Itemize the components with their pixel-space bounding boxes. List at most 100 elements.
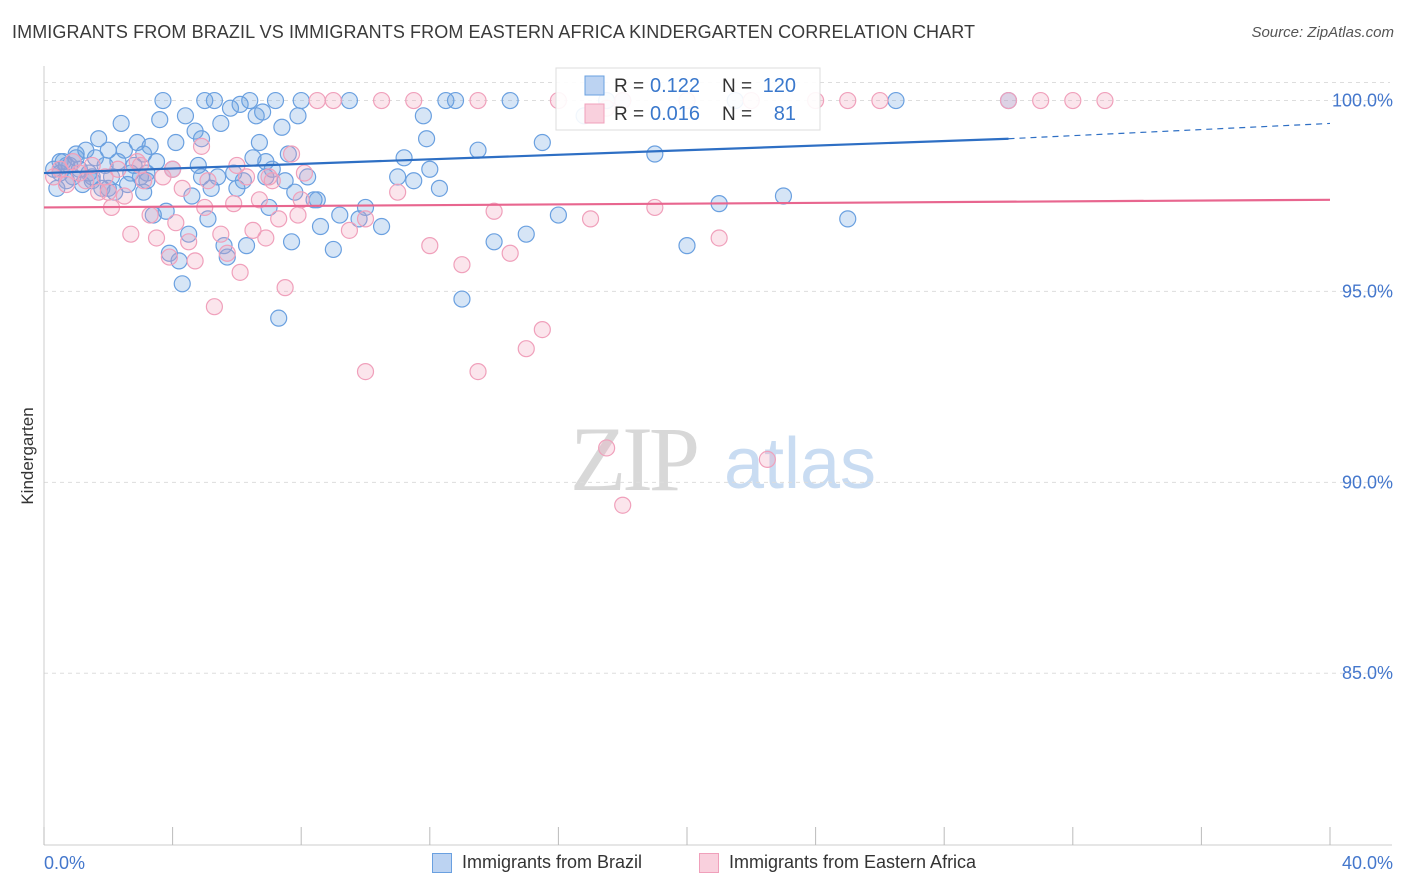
eastern-africa-point (115, 187, 133, 205)
brazil-point (887, 91, 905, 110)
eastern-africa-point (308, 91, 326, 110)
bottom-legend: Immigrants from Brazil Immigrants from E… (0, 852, 1406, 878)
stats-legend-swatch (584, 75, 605, 96)
eastern-africa-point (1096, 91, 1114, 110)
eastern-africa-point (186, 252, 204, 270)
brazil-point (453, 290, 471, 308)
brazil-point (176, 107, 195, 125)
eastern-africa-point (533, 321, 551, 339)
eastern-africa-point (646, 198, 664, 217)
eastern-africa-point (131, 156, 150, 175)
brazil-point (549, 206, 568, 224)
brazil-point (331, 206, 349, 224)
eastern-africa-point (598, 439, 616, 457)
stats-r-value: 0.016 (650, 103, 700, 125)
eastern-africa-point (135, 172, 153, 190)
eastern-africa-point (1064, 91, 1082, 110)
legend-item-brazil[interactable]: Immigrants from Brazil (432, 852, 642, 873)
eastern-africa-point (199, 172, 217, 190)
source-label: Source: ZipAtlas.com (1251, 24, 1394, 41)
eastern-africa-point (324, 91, 342, 110)
brazil-point (218, 248, 236, 266)
eastern-africa-point (517, 340, 535, 358)
brazil-point (254, 103, 272, 121)
brazil-point (395, 149, 413, 167)
eastern-africa-point (212, 225, 230, 243)
eastern-africa-point (871, 91, 889, 110)
eastern-africa-point (167, 214, 185, 232)
brazil-point (340, 91, 359, 110)
x-tick-label-max: 40.0% (1342, 853, 1393, 873)
stats-r-label: R = (614, 104, 644, 125)
eastern-africa-point (250, 191, 269, 209)
eastern-africa-point (356, 210, 375, 228)
brazil-point (141, 137, 159, 155)
eastern-africa-point (501, 244, 519, 262)
eastern-africa-point (469, 363, 487, 381)
brazil-point (250, 133, 269, 152)
brazil-point (273, 118, 291, 136)
brazil-point (678, 237, 696, 255)
legend-item-eastern-africa[interactable]: Immigrants from Eastern Africa (699, 852, 976, 873)
eastern-africa-point (225, 195, 243, 213)
y-tick-label: 90.0% (1342, 472, 1393, 492)
eastern-africa-point (122, 225, 140, 243)
eastern-africa-point (57, 175, 76, 194)
eastern-africa-point (389, 183, 407, 201)
legend-label-brazil: Immigrants from Brazil (462, 852, 643, 872)
brazil-point (196, 91, 214, 110)
brazil-point (292, 91, 310, 110)
brazil-point (154, 91, 172, 110)
eastern-africa-point (758, 450, 776, 469)
brazil-point (151, 111, 169, 129)
brazil-point (405, 172, 423, 190)
brazil-point (173, 275, 191, 293)
brazil-point (501, 91, 519, 110)
eastern-africa-point (237, 168, 256, 186)
eastern-africa-point (218, 244, 236, 262)
brazil-point (90, 130, 108, 148)
brazil-point (430, 179, 449, 197)
chart-title: IMMIGRANTS FROM BRAZIL VS IMMIGRANTS FRO… (12, 22, 976, 42)
brazil-point (231, 95, 249, 113)
eastern-africa-trend-line (43, 198, 1331, 209)
brazil-trend-line (43, 137, 1009, 175)
brazil-point (417, 130, 436, 148)
eastern-africa-point (83, 156, 101, 175)
eastern-africa-point (231, 263, 249, 281)
brazil-point (372, 217, 391, 236)
legend-label-eastern-africa: Immigrants from Eastern Africa (729, 852, 977, 872)
eastern-africa-point (282, 145, 301, 163)
brazil-trend-extension (1008, 122, 1331, 140)
brazil-point (421, 160, 439, 178)
eastern-africa-point (205, 298, 223, 316)
eastern-africa-point (192, 137, 211, 155)
eastern-africa-point (469, 91, 487, 110)
eastern-africa-point (581, 210, 600, 228)
eastern-africa-point (160, 248, 178, 266)
brazil-point (533, 133, 551, 152)
eastern-africa-point (77, 172, 95, 190)
brazil-point (389, 168, 407, 186)
legend-swatch-pink (699, 852, 719, 873)
eastern-africa-point (289, 206, 307, 224)
brazil-point (241, 91, 259, 110)
brazil-point (350, 210, 368, 228)
eastern-africa-point (276, 279, 294, 297)
stats-r-label: R = (614, 76, 644, 97)
brazil-point (205, 91, 223, 110)
brazil-point (311, 217, 330, 236)
brazil-point (446, 91, 465, 110)
stats-n-label: N = (722, 104, 752, 125)
brazil-point (115, 141, 133, 159)
eastern-africa-point (999, 91, 1018, 110)
eastern-africa-point (710, 229, 728, 247)
y-tick-label: 100.0% (1332, 91, 1393, 111)
eastern-africa-point (147, 229, 166, 247)
legend-swatch-blue (432, 852, 452, 873)
eastern-africa-point (141, 206, 159, 224)
eastern-africa-point (295, 164, 314, 182)
eastern-africa-point (405, 91, 423, 110)
eastern-africa-point (99, 183, 117, 201)
